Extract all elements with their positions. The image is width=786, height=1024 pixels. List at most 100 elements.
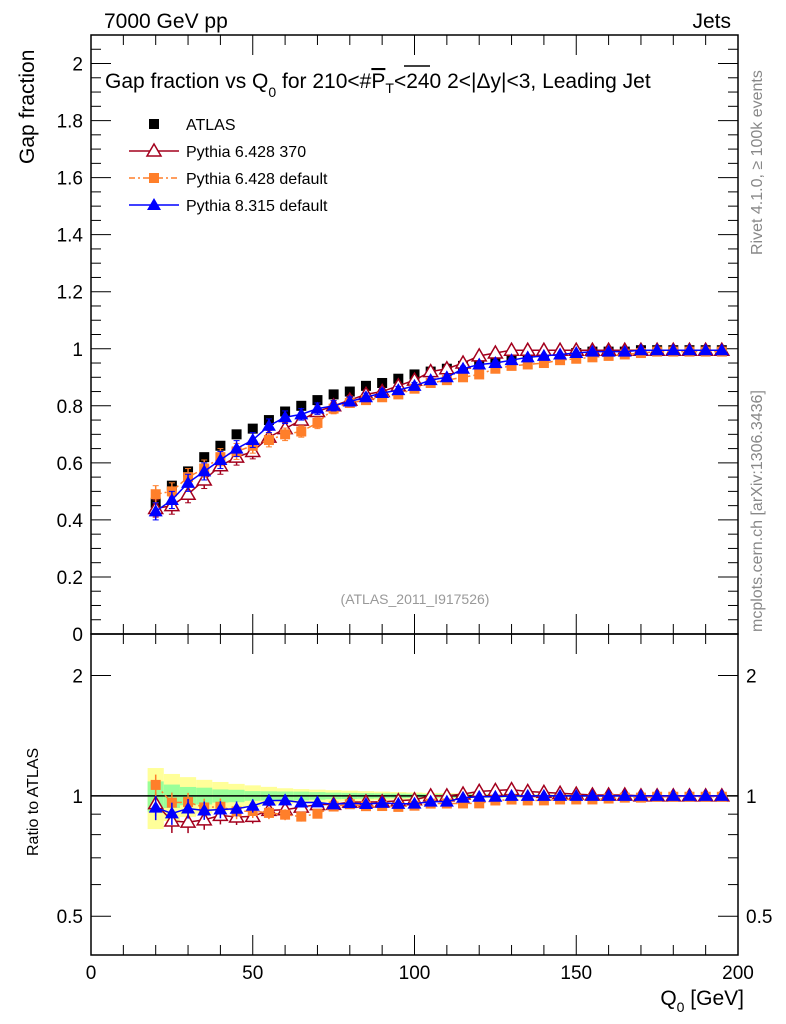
data-point — [553, 347, 568, 360]
legend-label: Pythia 8.315 default — [186, 198, 328, 215]
ratio-point — [310, 795, 325, 808]
ratio-point — [536, 788, 551, 801]
y-tick-label: 1.2 — [57, 283, 83, 304]
ratio-point — [213, 802, 228, 815]
ratio-point — [569, 788, 584, 801]
data-point — [261, 418, 276, 431]
data-point — [506, 360, 517, 371]
y-tick-label: 0 — [72, 625, 83, 646]
data-point — [312, 417, 323, 428]
ratio-point — [229, 801, 244, 814]
data-point — [231, 429, 242, 440]
header-left: 7000 GeV pp — [104, 10, 228, 33]
ratio-point — [261, 793, 276, 806]
title-part-c: <240 2<|Δy|<3, Leading Jet — [394, 70, 651, 93]
legend-item: Pythia 6.428 370 — [129, 142, 306, 161]
data-point — [310, 401, 325, 414]
data-point — [458, 372, 469, 383]
ratio-point — [617, 788, 632, 801]
data-point — [199, 452, 210, 463]
data-point — [375, 385, 390, 398]
title-part-b: for 210<# — [276, 70, 371, 93]
data-point — [423, 373, 438, 386]
y-tick-label: 2 — [72, 55, 83, 76]
ratio-point — [601, 788, 616, 801]
legend-item: Pythia 6.428 default — [129, 171, 328, 188]
ratio-point — [682, 788, 697, 801]
data-point — [245, 433, 260, 446]
data-point — [229, 441, 244, 454]
data-point — [312, 395, 323, 406]
title-part-a: Gap fraction vs Q — [105, 70, 268, 93]
ratio-point — [474, 798, 485, 809]
data-point — [181, 475, 196, 488]
data-point — [555, 355, 566, 366]
series-line — [155, 350, 722, 495]
chart-title: Gap fraction vs Q0 for 210<#PT<240 2<|Δy… — [105, 70, 651, 100]
data-point — [474, 369, 485, 380]
data-point — [197, 464, 212, 477]
data-point — [294, 407, 309, 420]
ratio-y-tick-label-right: 2 — [746, 667, 757, 688]
x-tick-label: 50 — [242, 963, 263, 984]
y-tick-label: 0.2 — [57, 568, 83, 589]
header-right: Jets — [692, 10, 731, 33]
ratio-point — [179, 813, 197, 828]
ratio-point — [456, 790, 471, 803]
ratio-point — [312, 808, 323, 819]
ratio-point — [633, 788, 648, 801]
data-point — [571, 353, 582, 364]
data-point — [377, 377, 388, 388]
data-point — [520, 350, 535, 363]
ratio-point — [164, 806, 179, 819]
data-point — [601, 344, 616, 357]
data-point — [538, 358, 549, 369]
data-point — [407, 378, 422, 391]
data-point — [344, 386, 355, 397]
y-tick-label: 1 — [72, 340, 83, 361]
ratio-point — [458, 798, 469, 809]
side-label-bottom: mcplots.cern.ch [arXiv:1306.3436] — [749, 390, 766, 632]
y-axis-label: Gap fraction — [16, 50, 39, 164]
xlabel-sub: 0 — [677, 999, 685, 1015]
ratio-point — [391, 796, 406, 809]
ratio-y-tick-label: 2 — [72, 667, 83, 688]
ratio-point — [294, 795, 309, 808]
data-point — [585, 344, 600, 357]
x-tick-label: 150 — [560, 963, 592, 984]
xlabel-a: Q — [660, 987, 676, 1010]
data-point — [278, 410, 293, 423]
x-tick-label: 0 — [86, 963, 97, 984]
legend-marker — [149, 173, 159, 183]
series-3 — [148, 343, 729, 521]
data-point — [358, 390, 373, 403]
ratio-point — [280, 809, 291, 820]
ratio-point — [342, 796, 357, 809]
data-point — [150, 489, 161, 500]
data-point — [536, 348, 551, 361]
ratio-point — [245, 798, 260, 811]
ratio-point — [666, 788, 681, 801]
x-tick-label: 100 — [399, 963, 431, 984]
data-point — [342, 394, 357, 407]
data-point — [490, 363, 501, 374]
data-point — [391, 383, 406, 396]
legend-label: Pythia 6.428 default — [186, 171, 328, 188]
ratio-point — [358, 797, 373, 810]
ratio-point — [650, 788, 665, 801]
title-sub2: T — [385, 80, 394, 96]
data-point — [296, 426, 307, 437]
data-point — [360, 380, 371, 391]
ratio-point — [553, 788, 568, 801]
data-point — [247, 423, 258, 434]
ratio-point — [439, 794, 454, 807]
ratio-point — [278, 793, 293, 806]
ratio-point — [150, 779, 161, 790]
data-point — [698, 343, 713, 356]
data-point — [148, 504, 163, 517]
data-point — [472, 357, 487, 370]
data-point — [263, 435, 274, 446]
ratio-point — [326, 797, 341, 810]
xlabel-b: [GeV] — [684, 987, 744, 1010]
